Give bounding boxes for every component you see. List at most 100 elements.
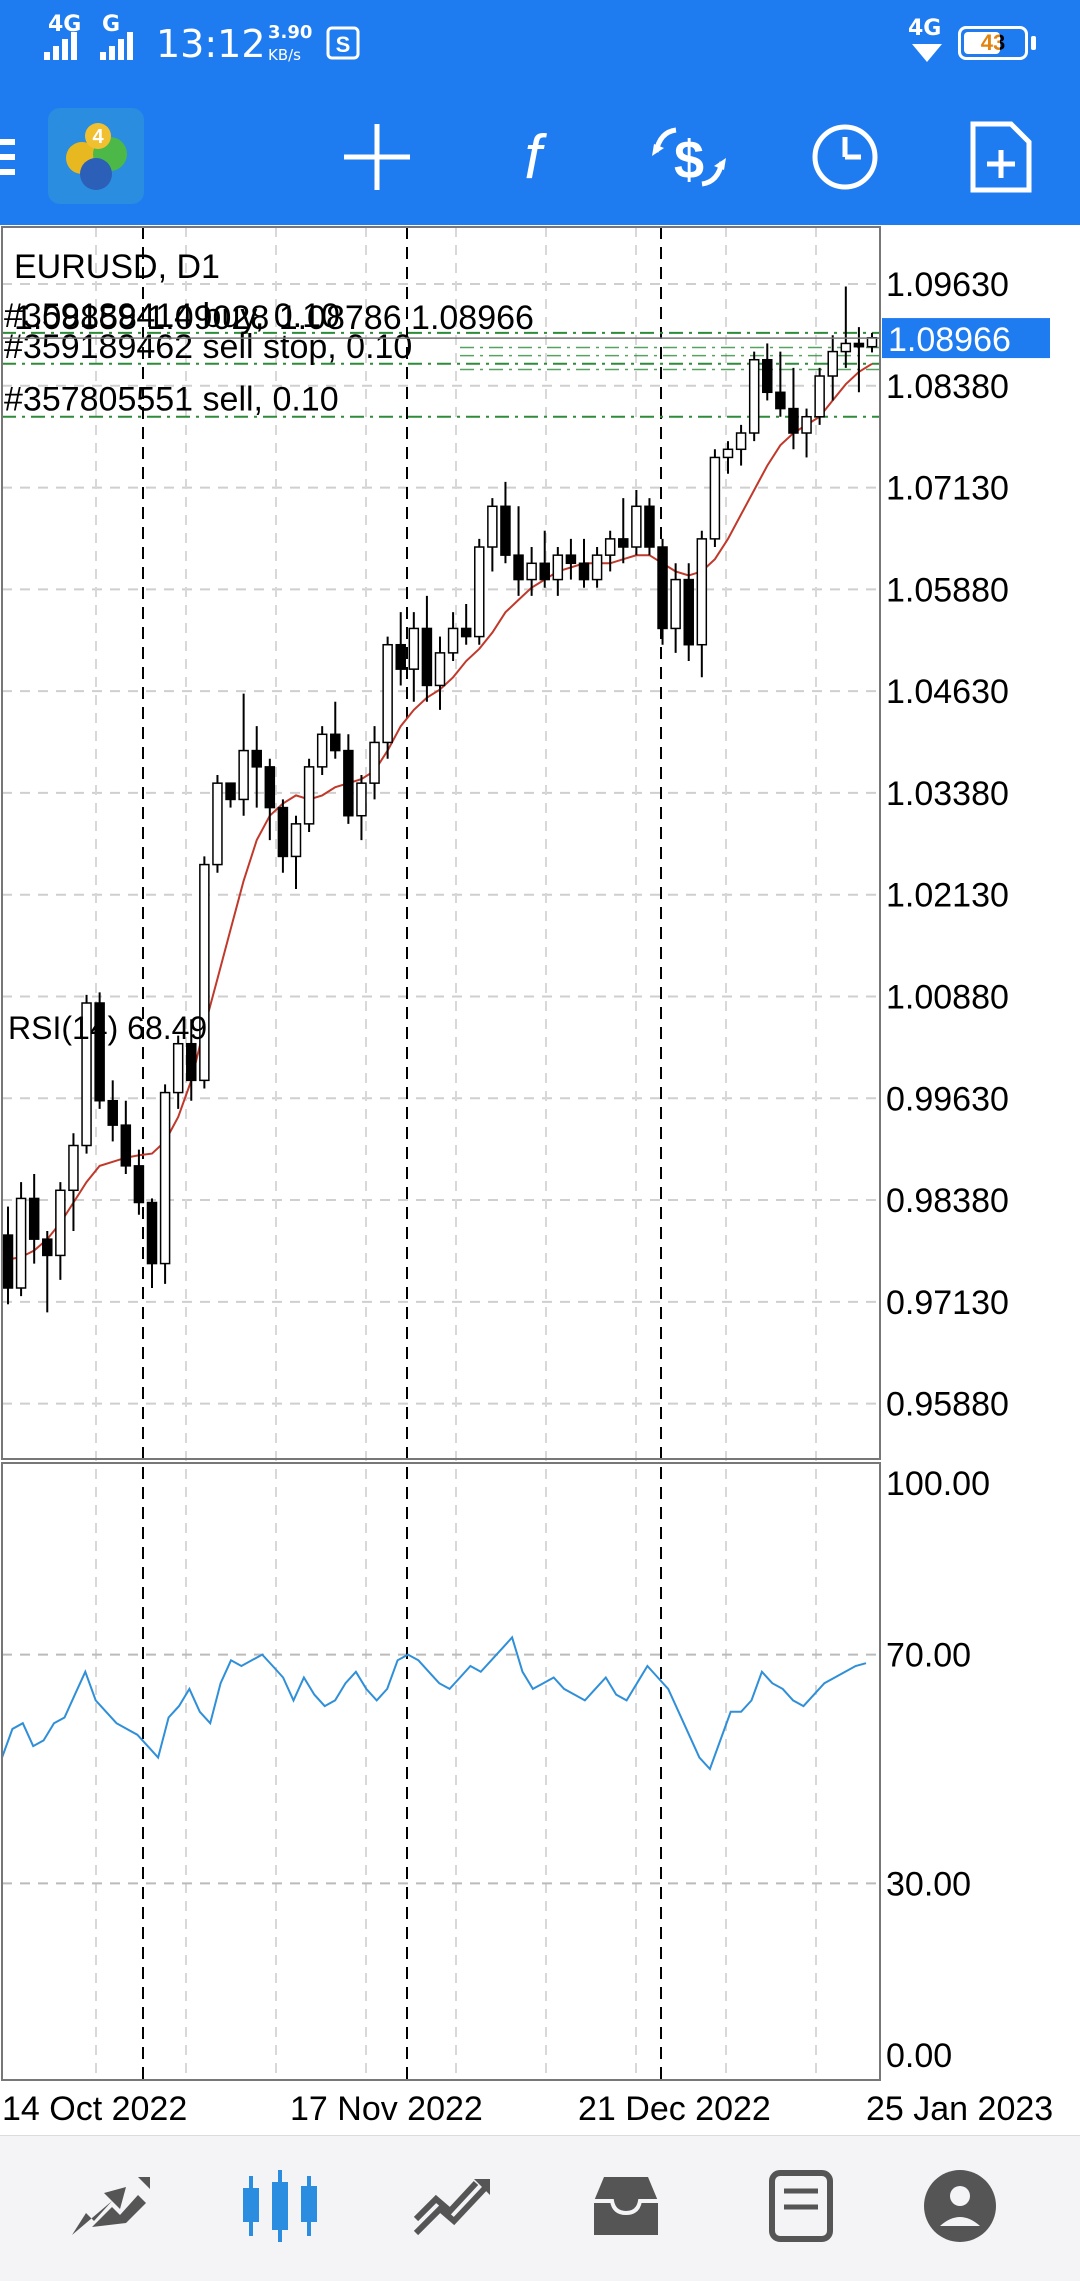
candle: [290, 815, 302, 890]
timeframe-button[interactable]: [790, 102, 900, 212]
bear-candle-body: [94, 1002, 105, 1102]
candle: [775, 351, 786, 417]
rsi-line: [1, 1635, 867, 1771]
main-plot-frame: [1, 226, 881, 1460]
candle: [552, 547, 564, 596]
candle: [500, 481, 511, 564]
menu-button[interactable]: [0, 102, 40, 212]
nav-quotes[interactable]: [48, 2156, 168, 2256]
bear-candle-body: [146, 1201, 158, 1265]
bull-candle-body: [814, 375, 825, 418]
moving-average-line: [7, 362, 873, 1261]
bear-candle-body: [107, 1099, 118, 1126]
bull-candle-body: [670, 578, 681, 630]
candle: [539, 530, 550, 588]
candle: [840, 286, 852, 368]
candle: [395, 612, 406, 686]
candle: [827, 335, 838, 401]
candle: [238, 693, 249, 816]
bull-candle-body: [238, 749, 249, 801]
price-tick-label: 1.00880: [886, 978, 1009, 1016]
bottom-navigation: [0, 2135, 1080, 2281]
candle: [107, 1080, 118, 1142]
candle: [460, 604, 472, 645]
bull-candle-body: [827, 350, 838, 377]
bull-candle-body: [408, 627, 420, 670]
candlestick-chart-icon: [243, 2170, 317, 2242]
crosshair-button[interactable]: [322, 102, 432, 212]
candle: [421, 595, 433, 702]
candle: [735, 424, 747, 466]
candle: [578, 538, 590, 588]
indicators-button[interactable]: f: [478, 102, 588, 212]
candle: [657, 538, 668, 645]
candle: [618, 498, 629, 564]
bull-candle-body: [15, 1197, 27, 1289]
candle: [146, 1198, 158, 1289]
candle: [788, 367, 799, 450]
trade-button[interactable]: $: [634, 102, 744, 212]
candle: [2, 1206, 14, 1305]
candle: [55, 1182, 66, 1280]
bull-candle-body: [212, 782, 223, 866]
bull-candle-body: [172, 1042, 184, 1094]
candle: [343, 734, 354, 824]
trade-icon: $: [652, 127, 726, 190]
candle: [369, 726, 380, 800]
network-type-right: 4G: [908, 16, 942, 41]
rsi-tick-label: 30.00: [886, 1865, 971, 1903]
chart-canvas[interactable]: #359189414 buy, 0.10#359189462 sell stop…: [0, 225, 1080, 2135]
svg-text:$: $: [674, 130, 704, 190]
nav-messages[interactable]: [740, 2156, 860, 2256]
inbox-history-icon: [594, 2177, 658, 2235]
templates-button[interactable]: [946, 102, 1056, 212]
chart-area[interactable]: #359189414 buy, 0.10 #359189462 sell stop…: [0, 225, 1080, 2135]
symbol-timeframe-label: EURUSD, D1: [14, 248, 220, 286]
date-tick-label: 25 Jan 2023: [866, 2090, 1053, 2128]
nav-history[interactable]: [566, 2156, 686, 2256]
journal-icon: [769, 2170, 833, 2242]
price-tick-label: 0.97130: [886, 1284, 1009, 1322]
bull-candle-body: [487, 505, 498, 548]
candle: [814, 367, 825, 425]
bull-candle-body: [709, 456, 721, 540]
app-logo[interactable]: 4: [46, 106, 146, 206]
nav-settings[interactable]: [900, 2156, 1020, 2256]
bear-candle-body: [762, 358, 773, 394]
rsi-label: RSI(14) 68.49: [8, 1010, 207, 1046]
candle: [277, 799, 289, 873]
candle: [853, 327, 865, 393]
net-speed-value: 3.90: [268, 22, 313, 43]
svg-text:S: S: [336, 32, 351, 57]
candle: [434, 636, 446, 710]
template-icon: [970, 121, 1032, 193]
price-tick-label: 1.08380: [886, 368, 1009, 406]
bear-candle-body: [264, 766, 276, 809]
bear-candle-body: [644, 505, 655, 548]
bear-candle-body: [657, 546, 668, 630]
bull-candle-body: [447, 627, 459, 654]
battery-icon: 43: [958, 26, 1028, 60]
date-tick-label: 14 Oct 2022: [2, 2090, 187, 2128]
bear-candle-body: [28, 1197, 40, 1240]
candle: [42, 1231, 53, 1313]
bull-candle-body: [801, 415, 812, 434]
nav-chart[interactable]: [220, 2156, 340, 2256]
candle: [631, 490, 642, 556]
network-type-left: 4G: [48, 12, 82, 37]
candle: [330, 701, 341, 759]
trade-trend-icon: [413, 2179, 490, 2236]
bear-candle-body: [120, 1124, 132, 1167]
current-price-value: 1.08966: [888, 321, 1011, 359]
status-bar: 4G G 13:12 3.90 KB/s S 4G 43: [0, 0, 1080, 90]
bull-candle-body: [552, 554, 564, 581]
price-tick-label: 1.09630: [886, 266, 1009, 304]
bull-candle-body: [696, 538, 708, 646]
bear-candle-body: [421, 627, 433, 687]
nav-trade[interactable]: [392, 2156, 512, 2256]
candle: [264, 758, 276, 841]
signal-icon-2: [100, 32, 133, 60]
candle: [68, 1133, 79, 1232]
svg-text:4: 4: [92, 126, 104, 148]
bear-candle-body: [788, 407, 799, 434]
